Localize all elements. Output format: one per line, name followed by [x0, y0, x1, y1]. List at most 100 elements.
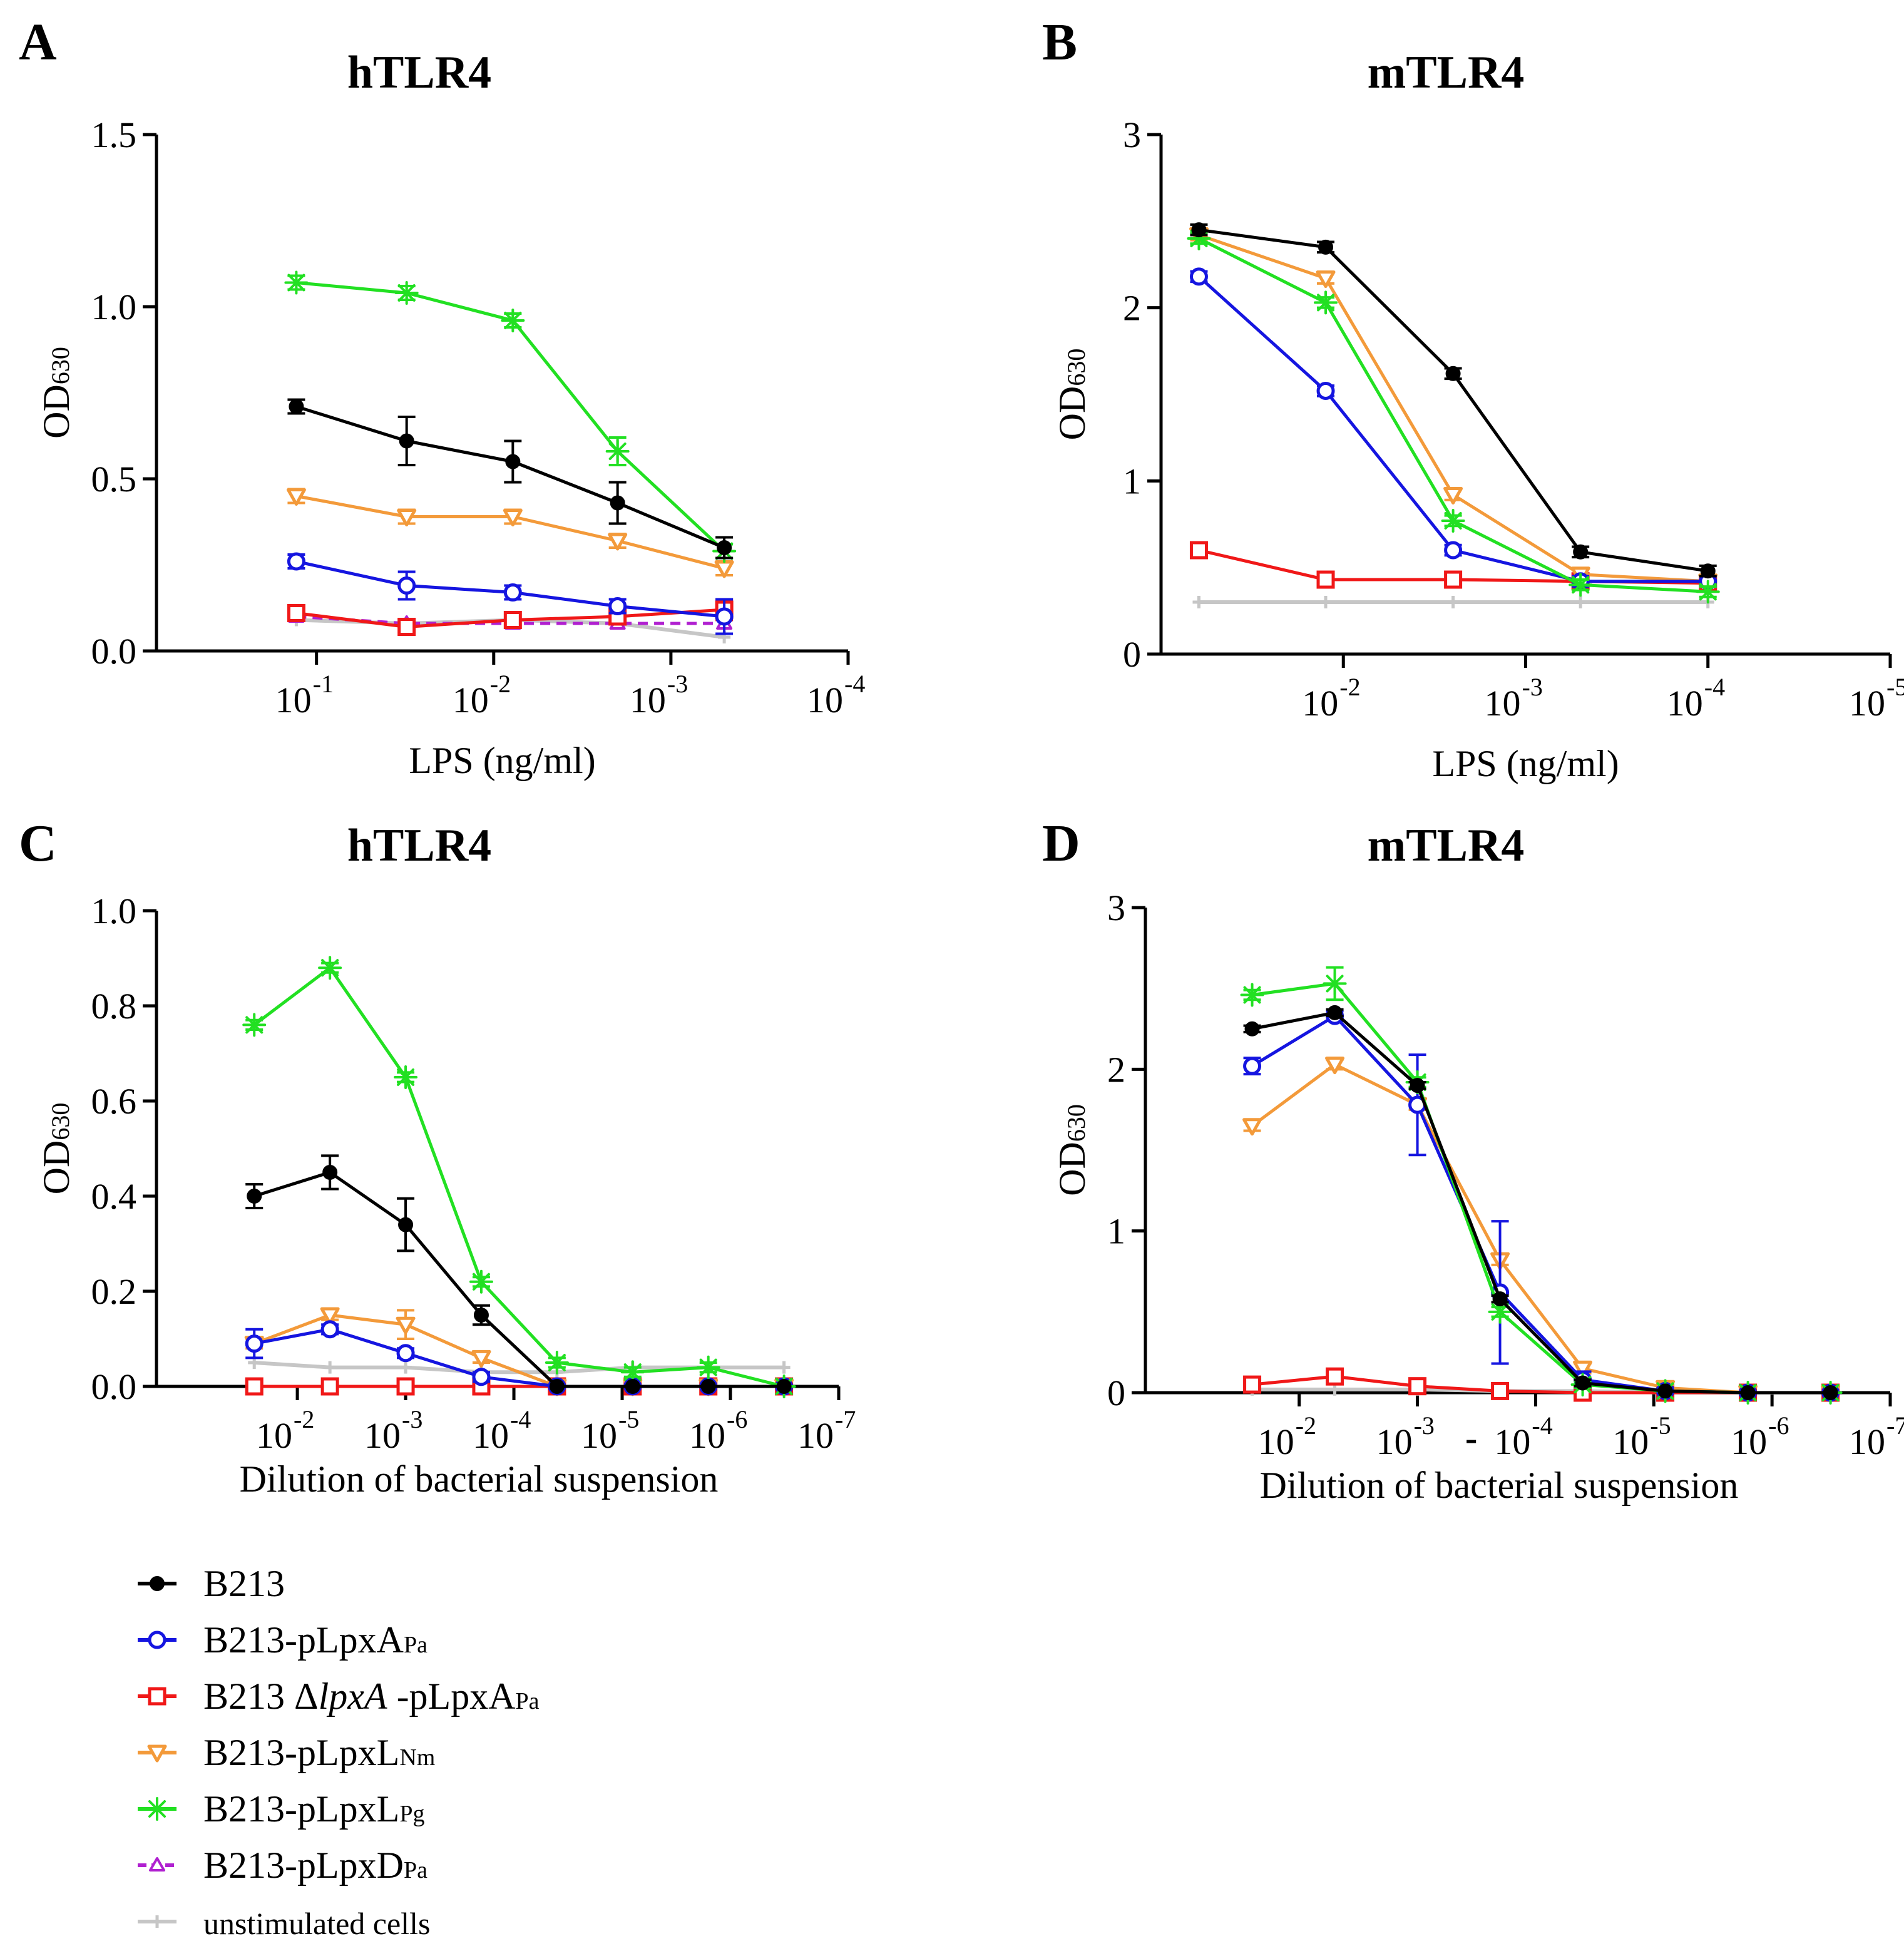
data-point [287, 604, 305, 622]
legend-label: B213-pLpxAPa [203, 1619, 427, 1661]
x-tick-base: 10 [1667, 683, 1703, 724]
data-point [289, 399, 304, 414]
x-tick-base: 10 [275, 680, 312, 720]
panel-letter: A [19, 13, 57, 71]
x-tick-base: 10 [1302, 683, 1338, 724]
data-point [501, 309, 525, 332]
y-label-sub: 630 [46, 1103, 74, 1140]
x-tick-label: 10 -4 [807, 670, 865, 720]
y-tick-label: 0 [1107, 1373, 1125, 1413]
x-tick-base: 10 [630, 680, 666, 720]
data-point [242, 1013, 267, 1037]
data-point [608, 533, 628, 551]
data-point [503, 583, 522, 602]
y-label-sub: 630 [1062, 349, 1090, 386]
x-tick-label: 10 -6 [689, 1405, 747, 1456]
data-point [472, 1368, 491, 1386]
data-point [1314, 290, 1338, 315]
legend-italic: lpxA [319, 1676, 387, 1717]
y-axis-label: OD630 [1052, 349, 1093, 441]
x-tick-label: 10 -2 [256, 1405, 314, 1456]
y-label-main: OD [36, 384, 77, 439]
legend-marker [151, 1915, 163, 1928]
y-tick-label: 2 [1107, 1049, 1125, 1090]
y-tick-label: 0.5 [91, 459, 137, 499]
data-point [1327, 1005, 1343, 1020]
x-tick-base: 10 [1485, 683, 1521, 724]
x-tick-base: 10 [1494, 1421, 1530, 1462]
series-unstim [1192, 596, 1714, 608]
x-tick-exp: -2 [1296, 1411, 1316, 1440]
series-pLpxLNm [1189, 227, 1718, 591]
x-tick-label: 10 -6 [1731, 1411, 1789, 1462]
data-point [1189, 541, 1208, 560]
legend-item-pLpxLNm: B213-pLpxLNm [138, 1732, 435, 1773]
chart-title: mTLR4 [1368, 820, 1525, 871]
legend-post: -pLpxA [387, 1676, 516, 1717]
x-tick-base: 10 [1258, 1421, 1294, 1462]
data-point [1573, 1360, 1593, 1378]
data-point [398, 1217, 414, 1232]
x-tick-base: 10 [364, 1415, 401, 1456]
data-point [394, 281, 419, 305]
legend-marker [149, 1857, 165, 1872]
data-point [1574, 596, 1587, 608]
x-tick-label: 10 -4 [473, 1405, 531, 1456]
data-point [717, 540, 732, 555]
x-tick-exp: -6 [727, 1405, 747, 1433]
x-tick-label: 10 -7 [1849, 1411, 1904, 1462]
y-axis-label-text: OD630 [1052, 1104, 1093, 1196]
data-point [1192, 596, 1205, 608]
x-tick-exp: -3 [402, 1405, 422, 1433]
series-line [1252, 1011, 1831, 1395]
data-point [1191, 222, 1207, 238]
series-pLpxA [287, 552, 734, 635]
data-point [245, 1377, 264, 1396]
y-axis-label: OD630 [1052, 1104, 1093, 1196]
legend-pre: B213 Δ [203, 1676, 319, 1717]
x-tick-label: 10 -2 [453, 670, 511, 720]
x-axis-label: LPS (ng/ml) [409, 740, 595, 781]
x-tick-exp: -2 [490, 670, 511, 698]
legend-marker [147, 1744, 167, 1763]
x-tick-label: 10 -5 [581, 1405, 639, 1456]
data-point [396, 1344, 415, 1363]
data-point [1325, 1057, 1345, 1075]
data-point [1573, 544, 1589, 560]
data-point [1189, 267, 1208, 286]
legend-text: B213 [203, 1563, 285, 1604]
y-tick-label: 2 [1123, 288, 1141, 329]
x-tick-label: 10 -3 [1376, 1411, 1435, 1462]
x-tick-base: 10 [581, 1415, 617, 1456]
legend-label: B213-pLpxLNm [203, 1732, 435, 1773]
data-point [1823, 1385, 1838, 1400]
data-point [1696, 580, 1720, 604]
x-tick-exp: -4 [1532, 1411, 1552, 1440]
data-point [549, 1379, 565, 1394]
data-point [247, 1189, 262, 1204]
series-B213 [1243, 1005, 1838, 1400]
data-point [1408, 1377, 1427, 1396]
data-point [1326, 1367, 1344, 1386]
x-tick-label: 10 -3 [364, 1405, 422, 1456]
data-point [399, 433, 414, 449]
x-axis-label: Dilution of bacterial suspension [1260, 1465, 1739, 1506]
x-tick-exp: -3 [667, 670, 688, 698]
x-tick-exp: -7 [1886, 1411, 1904, 1440]
data-point [1244, 1021, 1260, 1037]
series-line [295, 494, 725, 570]
data-point [286, 488, 306, 506]
series-B213 [287, 398, 734, 560]
y-tick-label: 1.5 [91, 115, 137, 155]
x-tick-exp: -2 [1339, 673, 1360, 701]
data-point [1441, 508, 1465, 533]
series-pLpxLNm [286, 488, 734, 578]
legend-item-pLpxLPg: B213-pLpxLPg [138, 1788, 424, 1830]
y-tick-label: 1.0 [91, 891, 137, 931]
legend-marker [148, 1687, 166, 1706]
data-point [777, 1361, 791, 1374]
y-tick-label: 3 [1107, 888, 1125, 928]
series-line [1198, 237, 1708, 593]
